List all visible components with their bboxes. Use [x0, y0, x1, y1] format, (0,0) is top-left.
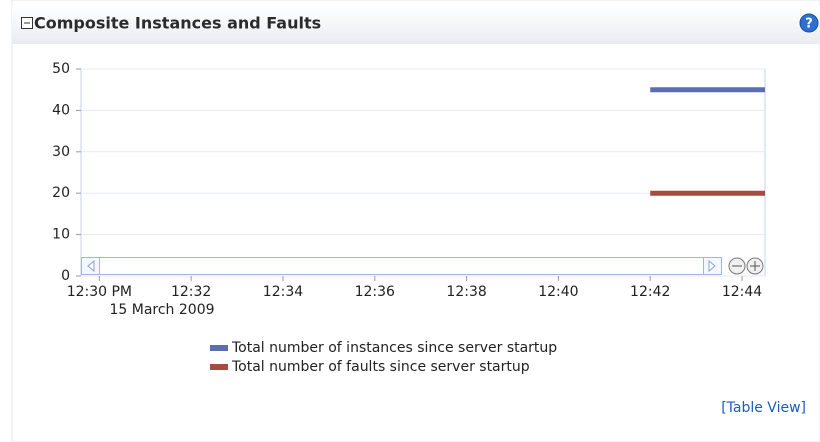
x-date-label: 15 March 2009 [109, 302, 214, 318]
legend-swatch [210, 364, 228, 370]
collapse-icon[interactable] [21, 17, 33, 29]
plot [81, 68, 765, 277]
y-tick-label: 20 [52, 185, 70, 201]
x-tick-label: 12:38 [446, 284, 486, 300]
legend-swatch [210, 345, 228, 351]
panel-header [12, 6, 820, 44]
zoom-out[interactable] [728, 257, 746, 275]
x-tick-label: 12:44 [722, 284, 762, 300]
legend-label: Total number of faults since server star… [231, 359, 530, 375]
legend-label: Total number of instances since server s… [231, 340, 557, 356]
scrollbar[interactable] [81, 257, 722, 275]
x-tick-label: 12:36 [355, 284, 395, 300]
panel-title: Composite Instances and Faults [34, 14, 321, 33]
x-tick-label: 12:40 [538, 284, 578, 300]
plot-area [80, 68, 766, 277]
x-tick-label: 12:30 PM [67, 284, 132, 300]
y-tick-label: 30 [52, 144, 70, 160]
y-tick-label: 40 [52, 102, 70, 118]
y-tick-label: 0 [61, 268, 70, 284]
x-tick-label: 12:42 [630, 284, 670, 300]
x-tick-label: 12:34 [263, 284, 303, 300]
zoom-in[interactable] [746, 257, 764, 275]
y-tick-label: 10 [52, 227, 70, 243]
help-icon-label: ? [805, 17, 813, 32]
help-icon[interactable] [799, 13, 819, 33]
y-tick-label: 50 [52, 61, 70, 77]
table-view-link[interactable]: [Table View] [721, 400, 806, 416]
x-tick-label: 12:32 [171, 284, 211, 300]
